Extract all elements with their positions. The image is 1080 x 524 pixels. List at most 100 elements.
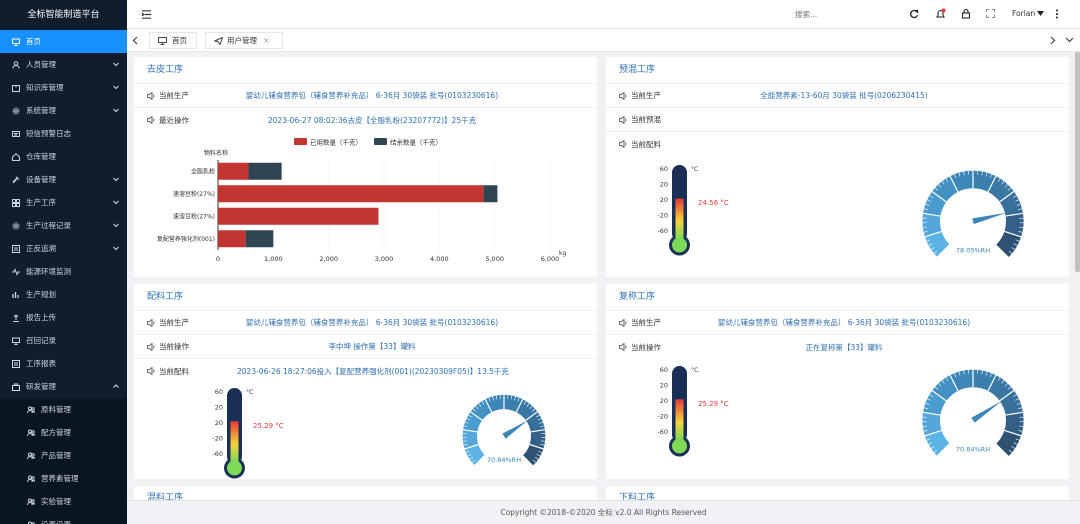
user-name[interactable]: Forlan — [1012, 9, 1036, 18]
humidity-gauge: 78.05%RH — [922, 170, 1024, 258]
row-label: 当前生产 — [631, 318, 661, 327]
sidebar-item[interactable]: 设备管理 — [0, 168, 127, 191]
pulse-icon — [11, 267, 21, 277]
info-row: 当前生产 婴幼儿辅食营养包（辅食营养补充品） 6-36月 30袋装 批号(0103… — [606, 311, 1069, 335]
gauge-divider — [484, 398, 493, 413]
speaker-icon — [619, 140, 627, 148]
bar-segment[interactable] — [248, 162, 282, 180]
row-label: 当前配料 — [631, 139, 661, 149]
tab-label: 首页 — [172, 36, 187, 45]
speaker-icon — [619, 91, 627, 100]
list-icon — [11, 359, 21, 369]
caret-down-icon[interactable] — [1037, 11, 1044, 16]
chevron-down-icon[interactable] — [1065, 37, 1074, 43]
tab-user-management[interactable]: 用户管理 × — [205, 32, 283, 49]
material-usage-bar-chart: 已用数量（千克） 结余数量（千克） 物料名称 0 1,000 2,000 3,000 4,00… — [157, 138, 567, 264]
sidebar-item[interactable]: 短信预警日志 — [0, 122, 127, 145]
sidebar-item[interactable]: 生产规划 — [0, 283, 127, 306]
bar-segment[interactable] — [245, 230, 274, 248]
sidebar-item[interactable]: 实验管理 — [0, 490, 127, 513]
grid-icon — [11, 198, 21, 208]
sidebar-item[interactable]: 知识库管理 — [0, 76, 127, 99]
chevron-right-icon[interactable] — [1050, 36, 1056, 45]
user-icon — [11, 60, 21, 70]
tab-home[interactable]: 首页 — [149, 32, 197, 49]
more-vertical-icon[interactable] — [1055, 9, 1059, 19]
gauge-divider — [931, 191, 947, 203]
bar-segment[interactable] — [218, 162, 249, 180]
gauge-tick — [471, 459, 476, 463]
users-icon — [26, 451, 36, 461]
bar-segment[interactable] — [218, 230, 246, 248]
gauge-tick — [468, 414, 472, 418]
sidebar-item[interactable]: 正反追溯 — [0, 237, 127, 260]
sidebar-item-label: 报告上传 — [26, 313, 56, 322]
panel-title: 复称工序 — [606, 284, 1069, 311]
sidebar-item-label: 系统管理 — [26, 106, 56, 115]
chevron-down-icon — [112, 244, 120, 252]
sidebar-item-label: 知识库管理 — [26, 83, 64, 92]
panel-title: 配料工序 — [134, 284, 597, 311]
bell-icon[interactable] — [935, 8, 946, 20]
discharge-process-panel: 下料工序 — [606, 486, 1069, 500]
refresh-icon[interactable] — [909, 9, 919, 19]
bar-segment[interactable] — [218, 185, 484, 203]
gauge-divider — [474, 454, 486, 466]
sidebar-item[interactable]: 设置设置 — [0, 513, 127, 524]
thermometer-tick: -20 — [212, 435, 223, 443]
gauge-tick — [1011, 446, 1016, 449]
fullscreen-icon[interactable] — [986, 9, 995, 18]
sidebar-item[interactable]: 召回记录 — [0, 329, 127, 352]
peel-process-panel: 去皮工序 当前生产 婴幼儿辅食营养包（辅食营养补充品） 6-36月 30袋装 批号… — [134, 57, 597, 277]
gear-icon — [11, 106, 21, 116]
lock-icon[interactable] — [961, 8, 971, 19]
sidebar-item[interactable]: 仓库管理 — [0, 145, 127, 168]
menu-toggle-icon[interactable] — [141, 9, 152, 20]
sidebar-item[interactable]: 系统管理 — [0, 99, 127, 122]
sidebar-item[interactable]: 报告上传 — [0, 306, 127, 329]
sidebar-item[interactable]: 生产工序 — [0, 191, 127, 214]
gauge-tick — [929, 195, 934, 198]
sidebar-item[interactable]: 首页 — [0, 30, 127, 53]
sidebar-item[interactable]: 研发管理 — [0, 375, 127, 398]
info-row: 当前配料 2023-06-26 18:27:06投入【复配营养强化剂(001)(2… — [134, 359, 597, 383]
legend-label[interactable]: 已用数量（千克） — [310, 138, 362, 147]
sidebar-item[interactable]: 产品管理 — [0, 444, 127, 467]
thermometer-bulb — [672, 237, 687, 253]
bar-segment[interactable] — [218, 207, 379, 225]
sidebar-item[interactable]: 工序报表 — [0, 352, 127, 375]
gauge-tick — [927, 398, 931, 401]
bar-segment[interactable] — [483, 185, 498, 203]
gauge-tick — [462, 440, 467, 442]
gauge-tick — [958, 371, 961, 376]
gauge-tick — [536, 414, 540, 418]
thermometer-tick: 60 — [660, 366, 668, 374]
legend-swatch[interactable] — [294, 138, 307, 145]
gauge-tick — [541, 440, 546, 442]
close-icon[interactable]: × — [263, 36, 270, 45]
gauge-tick — [1004, 383, 1008, 387]
chevron-down-icon — [112, 106, 120, 114]
gauge-divider — [463, 429, 478, 433]
chevron-left-icon[interactable] — [132, 36, 138, 45]
sidebar-item[interactable]: 配方管理 — [0, 421, 127, 444]
gauge-tick — [539, 421, 544, 424]
sidebar-item[interactable]: 营养素管理 — [0, 467, 127, 490]
gauge-tick — [933, 250, 938, 254]
legend-swatch[interactable] — [374, 138, 387, 145]
gauge-tick — [941, 181, 945, 185]
chevron-up-icon — [112, 382, 120, 390]
gauge-tick — [1013, 243, 1018, 246]
sidebar-item[interactable]: 人员管理 — [0, 53, 127, 76]
info-row: 当前生产 婴幼儿辅食营养包（辅食营养补充品） 6-36月 30袋装 批号(0103… — [134, 311, 597, 335]
legend-label[interactable]: 结余数量（千克） — [390, 138, 442, 147]
search-input[interactable] — [795, 8, 885, 21]
sidebar-item[interactable]: 生产过程记录 — [0, 214, 127, 237]
sidebar-item[interactable]: 原料管理 — [0, 398, 127, 421]
scrollbar-thumb[interactable] — [1075, 52, 1080, 272]
sidebar-item[interactable]: 能源环境监测 — [0, 260, 127, 283]
scrollbar[interactable] — [1075, 52, 1080, 500]
gauge-divider — [464, 443, 479, 450]
chart-icon — [11, 290, 21, 300]
gauge-tick — [1018, 407, 1023, 409]
